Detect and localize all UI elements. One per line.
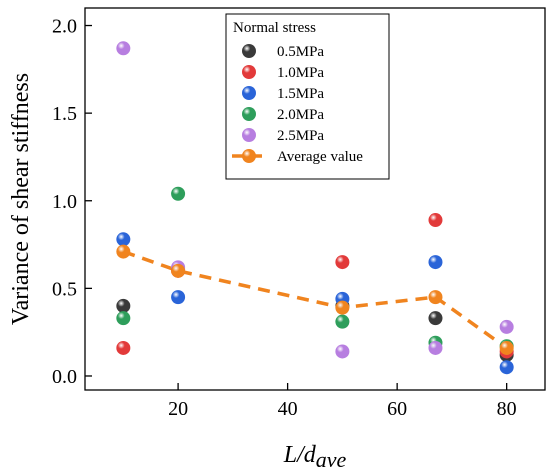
- average-point: [428, 290, 443, 305]
- legend-marker-1-5mpa: [242, 86, 256, 100]
- legend-label-average-value: Average value: [277, 149, 363, 165]
- legend-marker-0-5mpa: [242, 44, 256, 58]
- legend-label-1-5mpa: 1.5MPa: [277, 86, 324, 102]
- y-tick-label: 1.5: [52, 103, 77, 125]
- x-tick-label: 60: [387, 398, 407, 420]
- legend-marker-1-0mpa: [242, 65, 256, 79]
- x-axis-title: L/dave: [283, 442, 347, 472]
- plot-area-frame: [84, 7, 546, 391]
- x-tick-label: 80: [497, 398, 517, 420]
- x-tick-label: 20: [168, 398, 188, 420]
- axis-tick-labels: 20 40 60 80 0.0 0.5 1.0 1.5 2.0: [52, 16, 517, 420]
- data-point-2-5mpa: [116, 41, 131, 56]
- data-point-1-0mpa: [335, 255, 350, 270]
- y-tick-label: 0.0: [52, 366, 77, 388]
- y-tick-label: 1.0: [52, 191, 77, 213]
- data-point-2-5mpa: [335, 344, 350, 359]
- legend-marker-2-0mpa: [242, 107, 256, 121]
- data-point-1-0mpa: [428, 213, 443, 228]
- average-point: [335, 300, 350, 315]
- legend-label-2-5mpa: 2.5MPa: [277, 128, 324, 144]
- x-axis-title-main: L/d: [283, 442, 317, 468]
- average-point: [116, 244, 131, 259]
- average-point: [499, 340, 514, 355]
- average-point: [171, 263, 186, 278]
- y-tick-label: 2.0: [52, 16, 77, 38]
- data-points-layer: [116, 41, 514, 375]
- y-tick-label: 0.5: [52, 278, 77, 300]
- x-axis-title-sub: ave: [316, 447, 347, 472]
- data-point-1-5mpa: [499, 360, 514, 375]
- legend-label-2-0mpa: 2.0MPa: [277, 107, 324, 123]
- data-point-1-0mpa: [116, 340, 131, 355]
- x-tick-label: 40: [278, 398, 298, 420]
- data-point-0-5mpa: [428, 311, 443, 326]
- y-axis-title: Variance of shear stiffness: [8, 73, 34, 325]
- data-point-1-5mpa: [428, 255, 443, 270]
- legend-title: Normal stress: [233, 20, 316, 36]
- data-point-2-0mpa: [116, 311, 131, 326]
- data-point-1-5mpa: [116, 232, 131, 247]
- data-point-2-0mpa: [171, 186, 186, 201]
- data-point-2-0mpa: [335, 314, 350, 329]
- data-point-2-5mpa: [428, 340, 443, 355]
- data-point-2-5mpa: [499, 319, 514, 334]
- legend-label-1-0mpa: 1.0MPa: [277, 65, 324, 81]
- axis-ticks: [85, 24, 508, 390]
- data-point-1-5mpa: [171, 290, 186, 305]
- legend: Normal stress 0.5MPa 1.0MPa 1.5MPa 2.0MPa 2.…: [225, 13, 390, 180]
- legend-marker-2-5mpa: [242, 128, 256, 142]
- legend-label-0-5mpa: 0.5MPa: [277, 44, 324, 60]
- data-point-0-5mpa: [116, 298, 131, 313]
- legend-marker-average-value: [242, 149, 256, 163]
